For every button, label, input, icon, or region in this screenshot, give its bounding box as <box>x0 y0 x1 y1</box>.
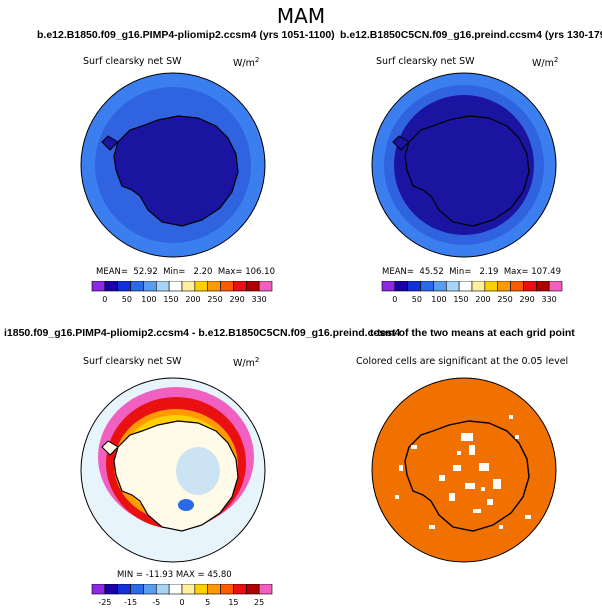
panel1-colorbar-swatch <box>194 281 209 292</box>
panel3-antarctica <box>113 420 239 532</box>
panel3-colorbar-swatch <box>155 584 170 595</box>
panel1-colorbar-swatch <box>117 281 131 292</box>
panel1-peninsula <box>101 135 119 151</box>
panel1-colorbar-tick-label: 150 <box>163 295 178 304</box>
panel3-colorbar-swatch <box>117 584 131 595</box>
panel3-colorbar-tick-label: -25 <box>98 598 111 607</box>
panel1-colorbar-tick-label: 290 <box>229 295 244 304</box>
panel3-variable-label: Surf clearsky net SW <box>83 356 182 367</box>
panel2-stats: MEAN= 45.52 Min= 2.19 Max= 107.49 <box>382 267 561 277</box>
panel3-colorbar-tick-label: 25 <box>254 598 264 607</box>
panel2-colorbar-swatch <box>548 281 563 292</box>
panel3-colorbar-tick-label: 0 <box>179 598 184 607</box>
panel3-colorbar-swatch <box>258 584 273 595</box>
panel1-stats: MEAN= 52.92 Min= 2.20 Max= 106.10 <box>96 267 275 277</box>
panel1-colorbar-tick-label: 100 <box>141 295 156 304</box>
panel2-colorbar-swatch <box>458 281 473 292</box>
panel1-colorbar-tick-label: 0 <box>102 295 107 304</box>
panel1-colorbar-swatch <box>181 281 196 292</box>
panel2-colorbar-swatch <box>497 281 511 292</box>
panel2-colorbar-swatch <box>394 281 409 292</box>
panel3-stats: MIN = -11.93 MAX = 45.80 <box>117 570 232 580</box>
panel1-colorbar-swatch <box>245 281 260 292</box>
panel2-colorbar-swatch <box>523 281 537 292</box>
panel2-polar-map <box>371 72 557 258</box>
panel3-title: i1850.f09_g16.PIMP4-pliomip2.ccsm4 - b.e… <box>4 327 401 339</box>
panel3-colorbar-swatch <box>207 584 221 595</box>
panel4-polar-map <box>371 377 557 563</box>
page-title: MAM <box>276 4 326 28</box>
panel1-colorbar-swatch <box>143 281 157 292</box>
panel2-colorbar-tick-label: 100 <box>431 295 446 304</box>
panel3-colorbar-swatch <box>220 584 234 595</box>
panel1-colorbar-swatch <box>258 281 273 292</box>
panel1-colorbar-swatch <box>104 281 119 292</box>
panel2-colorbar-tick-label: 290 <box>519 295 534 304</box>
panel2-colorbar-tick-label: 0 <box>392 295 397 304</box>
panel1-colorbar: 0 50 100 150 200 250 290 330 <box>91 281 273 304</box>
panel2-colorbar-swatch <box>484 281 499 292</box>
panel3-colorbar-tick-label: 5 <box>205 598 210 607</box>
panel2-antarctica <box>404 115 530 227</box>
panel3-colorbar-swatch <box>168 584 183 595</box>
panel3-blue-patch <box>178 499 194 511</box>
panel1-colorbar-swatch <box>168 281 183 292</box>
panel3-polar-map <box>80 377 266 563</box>
panel4-insignificant-cells <box>395 415 531 529</box>
panel1-variable-label: Surf clearsky net SW <box>83 56 182 67</box>
panel1-colorbar-tick-label: 50 <box>122 295 132 304</box>
panel2-colorbar-swatch <box>381 281 396 292</box>
panel1-antarctica <box>113 115 239 227</box>
panel3-colorbar-swatch <box>181 584 196 595</box>
panel2-colorbar-swatch <box>407 281 421 292</box>
panel2-peninsula <box>392 135 410 151</box>
panel3-units-label: W/m2 <box>233 356 260 370</box>
panel1-colorbar-tick-label: 330 <box>252 295 267 304</box>
panel2-units-label: W/m2 <box>532 56 559 70</box>
panel3-colorbar-tick-label: -5 <box>152 598 160 607</box>
panel1-units-label: W/m2 <box>233 56 260 70</box>
panel3-colorbar-swatch <box>194 584 209 595</box>
panel3-colorbar-swatch <box>130 584 144 595</box>
panel3-colorbar-tick-label: -15 <box>124 598 137 607</box>
panel2-colorbar-swatch <box>535 281 550 292</box>
panel3-colorbar: -25 -15 -5 0 5 15 25 <box>91 584 273 607</box>
panel1-colorbar-tick-label: 250 <box>207 295 222 304</box>
panel4-title: t-test of the two means at each grid poi… <box>370 327 575 339</box>
panel1-colorbar-swatch <box>220 281 234 292</box>
panel2-colorbar-swatch <box>420 281 434 292</box>
panel4-antarctica-outline <box>404 420 530 532</box>
panel3-colorbar-tick-label: 15 <box>228 598 238 607</box>
panel3-colorbar-swatch <box>91 584 106 595</box>
panel1-colorbar-swatch <box>233 281 247 292</box>
panel2-colorbar-tick-label: 330 <box>542 295 557 304</box>
panel2-variable-label: Surf clearsky net SW <box>376 56 475 67</box>
panel2-colorbar-swatch <box>471 281 486 292</box>
panel1-colorbar-tick-label: 200 <box>185 295 200 304</box>
panel1-colorbar-swatch <box>207 281 221 292</box>
panel3-colorbar-swatch <box>143 584 157 595</box>
panel1-colorbar-swatch <box>155 281 170 292</box>
panel2-colorbar: 0 50 100 150 200 250 290 330 <box>381 281 563 304</box>
panel2-colorbar-swatch <box>510 281 524 292</box>
panel2-colorbar-tick-label: 200 <box>475 295 490 304</box>
panel3-peninsula <box>101 440 119 456</box>
panel1-colorbar-swatch <box>130 281 144 292</box>
panel3-lightblue-patch <box>176 447 220 495</box>
panel2-colorbar-tick-label: 50 <box>412 295 422 304</box>
panel2-colorbar-tick-label: 250 <box>497 295 512 304</box>
panel2-colorbar-swatch <box>433 281 447 292</box>
panel4-label: Colored cells are significant at the 0.0… <box>356 356 569 367</box>
panel2-colorbar-tick-label: 150 <box>453 295 468 304</box>
panel1-title: b.e12.B1850.f09_g16.PIMP4-pliomip2.ccsm4… <box>37 29 335 41</box>
panel1-colorbar-swatch <box>91 281 106 292</box>
panel2-colorbar-swatch <box>445 281 460 292</box>
panel4-significance-field <box>371 377 557 563</box>
panel3-colorbar-swatch <box>233 584 247 595</box>
panel3-colorbar-swatch <box>104 584 119 595</box>
panel1-polar-map <box>80 72 266 258</box>
panel3-colorbar-swatch <box>245 584 260 595</box>
panel2-title: b.e12.B1850C5CN.f09_g16.preind.ccsm4 (yr… <box>340 29 602 41</box>
